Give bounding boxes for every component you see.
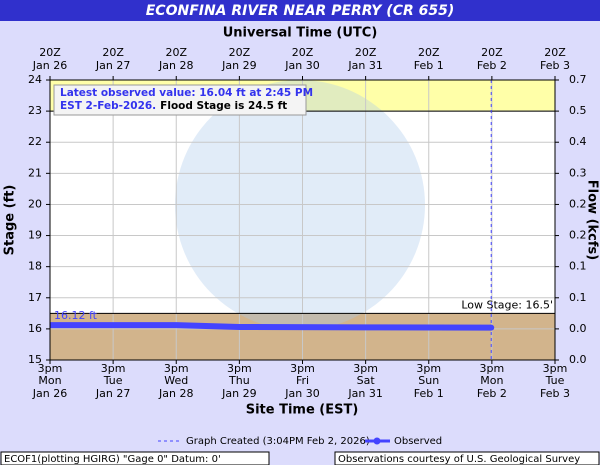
top-tick-label: Jan 30 — [284, 59, 319, 72]
y2-tick-label: 0.2 — [569, 197, 587, 210]
top-tick-label: Feb 3 — [540, 59, 570, 72]
y-tick-label: 17 — [28, 291, 42, 304]
annotation: Latest observed value: 16.04 ft at 2:45 … — [60, 87, 313, 99]
annotation: EST 2-Feb-2026. — [60, 100, 156, 112]
y-tick-label: 18 — [28, 260, 42, 273]
x-tick-label: 3pm — [38, 362, 63, 375]
footer-left: ECOF1(plotting HGIRG) "Gage 0" Datum: 0' — [4, 454, 221, 465]
plot: 15 0.0 16 0.0 17 0.1 18 0.1 19 0.2 20 0.2 21 0.3 22 0.4… — [28, 46, 587, 400]
top-tick-label: 20Z — [544, 46, 566, 59]
y2-tick-label: 0.3 — [569, 166, 587, 179]
y2-tick-label: 0.4 — [569, 135, 587, 148]
series-point — [488, 324, 495, 331]
x-tick-label: 3pm — [101, 362, 126, 375]
x-tick-label: 3pm — [480, 362, 505, 375]
footer-right: Observations courtesy of U.S. Geological… — [338, 454, 580, 465]
first-value-label: 16.12 ft — [54, 309, 98, 322]
y2-axis-title: Flow (kcfs) — [585, 180, 600, 260]
legend-swatch — [373, 437, 381, 445]
x-tick-label: 3pm — [164, 362, 189, 375]
top-tick-label: 20Z — [39, 46, 61, 59]
plot-border — [49, 79, 556, 361]
top-tick-label: 20Z — [229, 46, 251, 59]
top-tick-label: Feb 1 — [414, 59, 444, 72]
top-tick-label: 20Z — [418, 46, 440, 59]
x-tick-label: 3pm — [543, 362, 568, 375]
y-tick-label: 24 — [28, 73, 42, 86]
x-axis-title: Site Time (EST) — [246, 403, 359, 418]
x-tick-label: Jan 27 — [95, 387, 130, 400]
x-tick-label: Wed — [164, 374, 188, 387]
y2-tick-label: 0.7 — [569, 73, 587, 86]
top-tick-label: Feb 2 — [477, 59, 507, 72]
x-tick-label: Feb 1 — [414, 387, 444, 400]
annotation-box — [53, 84, 307, 116]
x-tick-label: Sat — [357, 374, 376, 387]
x-tick-label: Mon — [480, 374, 503, 387]
low-stage-label: Low Stage: 16.5' — [461, 298, 553, 311]
x-tick-label: Jan 28 — [158, 387, 193, 400]
y2-tick-label: 0.2 — [569, 229, 587, 242]
annotation: EST 2-Feb-2026. Flood Stage is 24.5 ft — [60, 100, 287, 112]
chart-title: ECONFINA RIVER NEAR PERRY (CR 655) — [146, 3, 455, 19]
y-tick-label: 15 — [28, 353, 42, 366]
x-tick-label: Feb 3 — [540, 387, 570, 400]
y-tick-label: 16 — [28, 322, 42, 335]
top-tick-label: 20Z — [481, 46, 503, 59]
top-tick-label: Jan 31 — [347, 59, 382, 72]
x-tick-label: Feb 2 — [477, 387, 507, 400]
y-tick-label: 23 — [28, 104, 42, 117]
y-tick-label: 20 — [28, 197, 42, 210]
x-tick-label: Jan 31 — [347, 387, 382, 400]
top-axis-title: Universal Time (UTC) — [223, 26, 378, 41]
x-tick-label: Jan 29 — [221, 387, 256, 400]
y2-tick-label: 0.1 — [569, 291, 587, 304]
y2-tick-label: 0.1 — [569, 260, 587, 273]
y-tick-label: 22 — [28, 135, 42, 148]
top-tick-label: 20Z — [165, 46, 187, 59]
x-tick-label: Tue — [545, 374, 565, 387]
series-line — [50, 322, 492, 331]
y2-tick-label: 0.0 — [569, 322, 587, 335]
top-tick-label: Jan 26 — [32, 59, 67, 72]
y-tick-label: 21 — [28, 166, 42, 179]
x-tick-label: 3pm — [227, 362, 252, 375]
legend-entry: Observed — [394, 436, 442, 447]
top-tick-label: 20Z — [292, 46, 314, 59]
annotation: Flood Stage is 24.5 ft — [160, 100, 287, 112]
footer-box — [334, 451, 600, 465]
top-tick-label: 20Z — [355, 46, 377, 59]
x-tick-label: Thu — [228, 374, 250, 387]
legend-created: Graph Created (3:04PM Feb 2, 2026) — [186, 436, 370, 447]
y-axis-title: Stage (ft) — [3, 185, 18, 256]
x-tick-label: 3pm — [416, 362, 441, 375]
x-tick-label: 3pm — [290, 362, 315, 375]
x-tick-label: Jan 26 — [32, 387, 67, 400]
x-tick-label: Sun — [418, 374, 439, 387]
title-bar — [0, 0, 600, 21]
x-tick-label: 3pm — [353, 362, 378, 375]
top-tick-label: Jan 27 — [95, 59, 130, 72]
y2-tick-label: 0.0 — [569, 353, 587, 366]
footer-box — [0, 451, 270, 465]
x-tick-label: Tue — [103, 374, 123, 387]
top-tick-label: Jan 29 — [221, 59, 256, 72]
x-tick-label: Jan 30 — [284, 387, 319, 400]
y-tick-label: 19 — [28, 229, 42, 242]
top-tick-label: Jan 28 — [158, 59, 193, 72]
watermark — [175, 80, 425, 330]
y2-tick-label: 0.5 — [569, 104, 587, 117]
x-tick-label: Fri — [296, 374, 309, 387]
top-tick-label: 20Z — [102, 46, 124, 59]
x-tick-label: Mon — [38, 374, 61, 387]
